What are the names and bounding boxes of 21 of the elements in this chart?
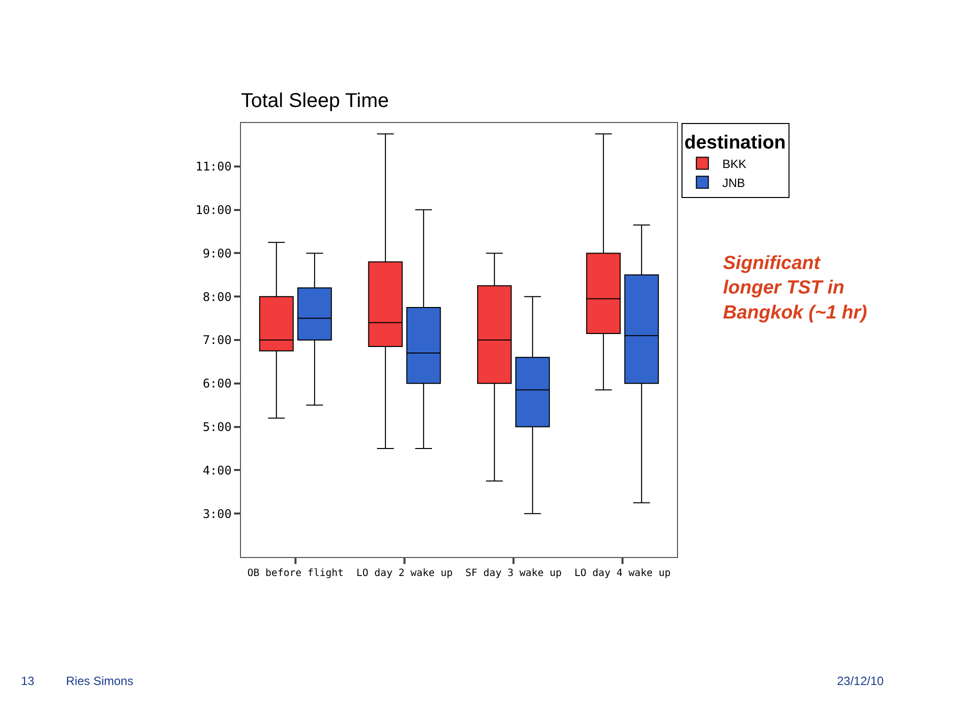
legend-label: BKK [722, 156, 746, 171]
y-tick-label: 8:00 [202, 290, 232, 304]
x-tick-label: LO day 4 wake up [574, 568, 671, 579]
y-tick-label: 9:00 [202, 246, 232, 260]
y-tick-label: 4:00 [202, 463, 232, 478]
text: Significant longer TST in Bangkok (~1 hr) [723, 253, 868, 324]
legend-label: JNB [722, 176, 746, 190]
y-tick-label: 7:00 [202, 333, 232, 348]
text: 23/12/10 [837, 674, 884, 688]
y-tick-label: 11:00 [195, 160, 232, 174]
y-tick-label: 10:00 [195, 203, 232, 217]
text: Ries Simons [66, 674, 134, 688]
chart-title: Total Sleep Time [241, 90, 389, 112]
y-tick-label: 6:00 [202, 376, 232, 391]
y-tick-label: 5:00 [202, 420, 232, 434]
x-tick-label: SF day 3 wake up [465, 568, 562, 579]
text: 13 [21, 674, 35, 688]
x-tick-label: OB before flight [247, 568, 344, 579]
y-tick-label: 3:00 [202, 506, 232, 521]
legend-title: destination [684, 132, 786, 154]
x-tick-label: LO day 2 wake up [356, 568, 453, 579]
